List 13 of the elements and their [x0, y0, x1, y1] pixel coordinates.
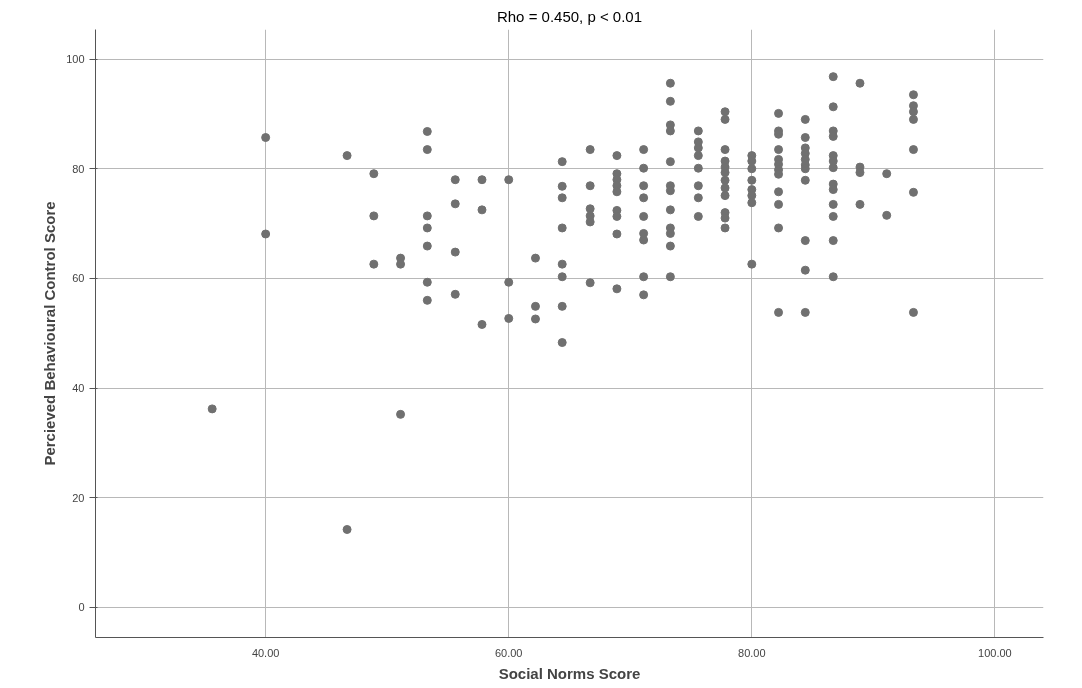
x-tick-label: 60.00 [494, 646, 523, 659]
x-axis-title: Social Norms Score [498, 664, 641, 682]
y-axis-title: Percieved Behavioural Control Score [41, 201, 59, 466]
y-tick-label: 100 [66, 53, 85, 66]
y-tick-label: 20 [72, 491, 85, 504]
y-tick-label: 40 [72, 382, 85, 395]
x-tick-label: 100.00 [978, 646, 1012, 659]
x-tick-label: 40.00 [251, 646, 280, 659]
y-tick-label: 0 [78, 601, 85, 614]
x-tick-label: 80.00 [738, 646, 766, 659]
chart-title: Rho = 0.450, p < 0.01 [496, 7, 643, 25]
y-tick-label: 60 [72, 272, 85, 285]
y-tick-label: 80 [72, 162, 85, 175]
